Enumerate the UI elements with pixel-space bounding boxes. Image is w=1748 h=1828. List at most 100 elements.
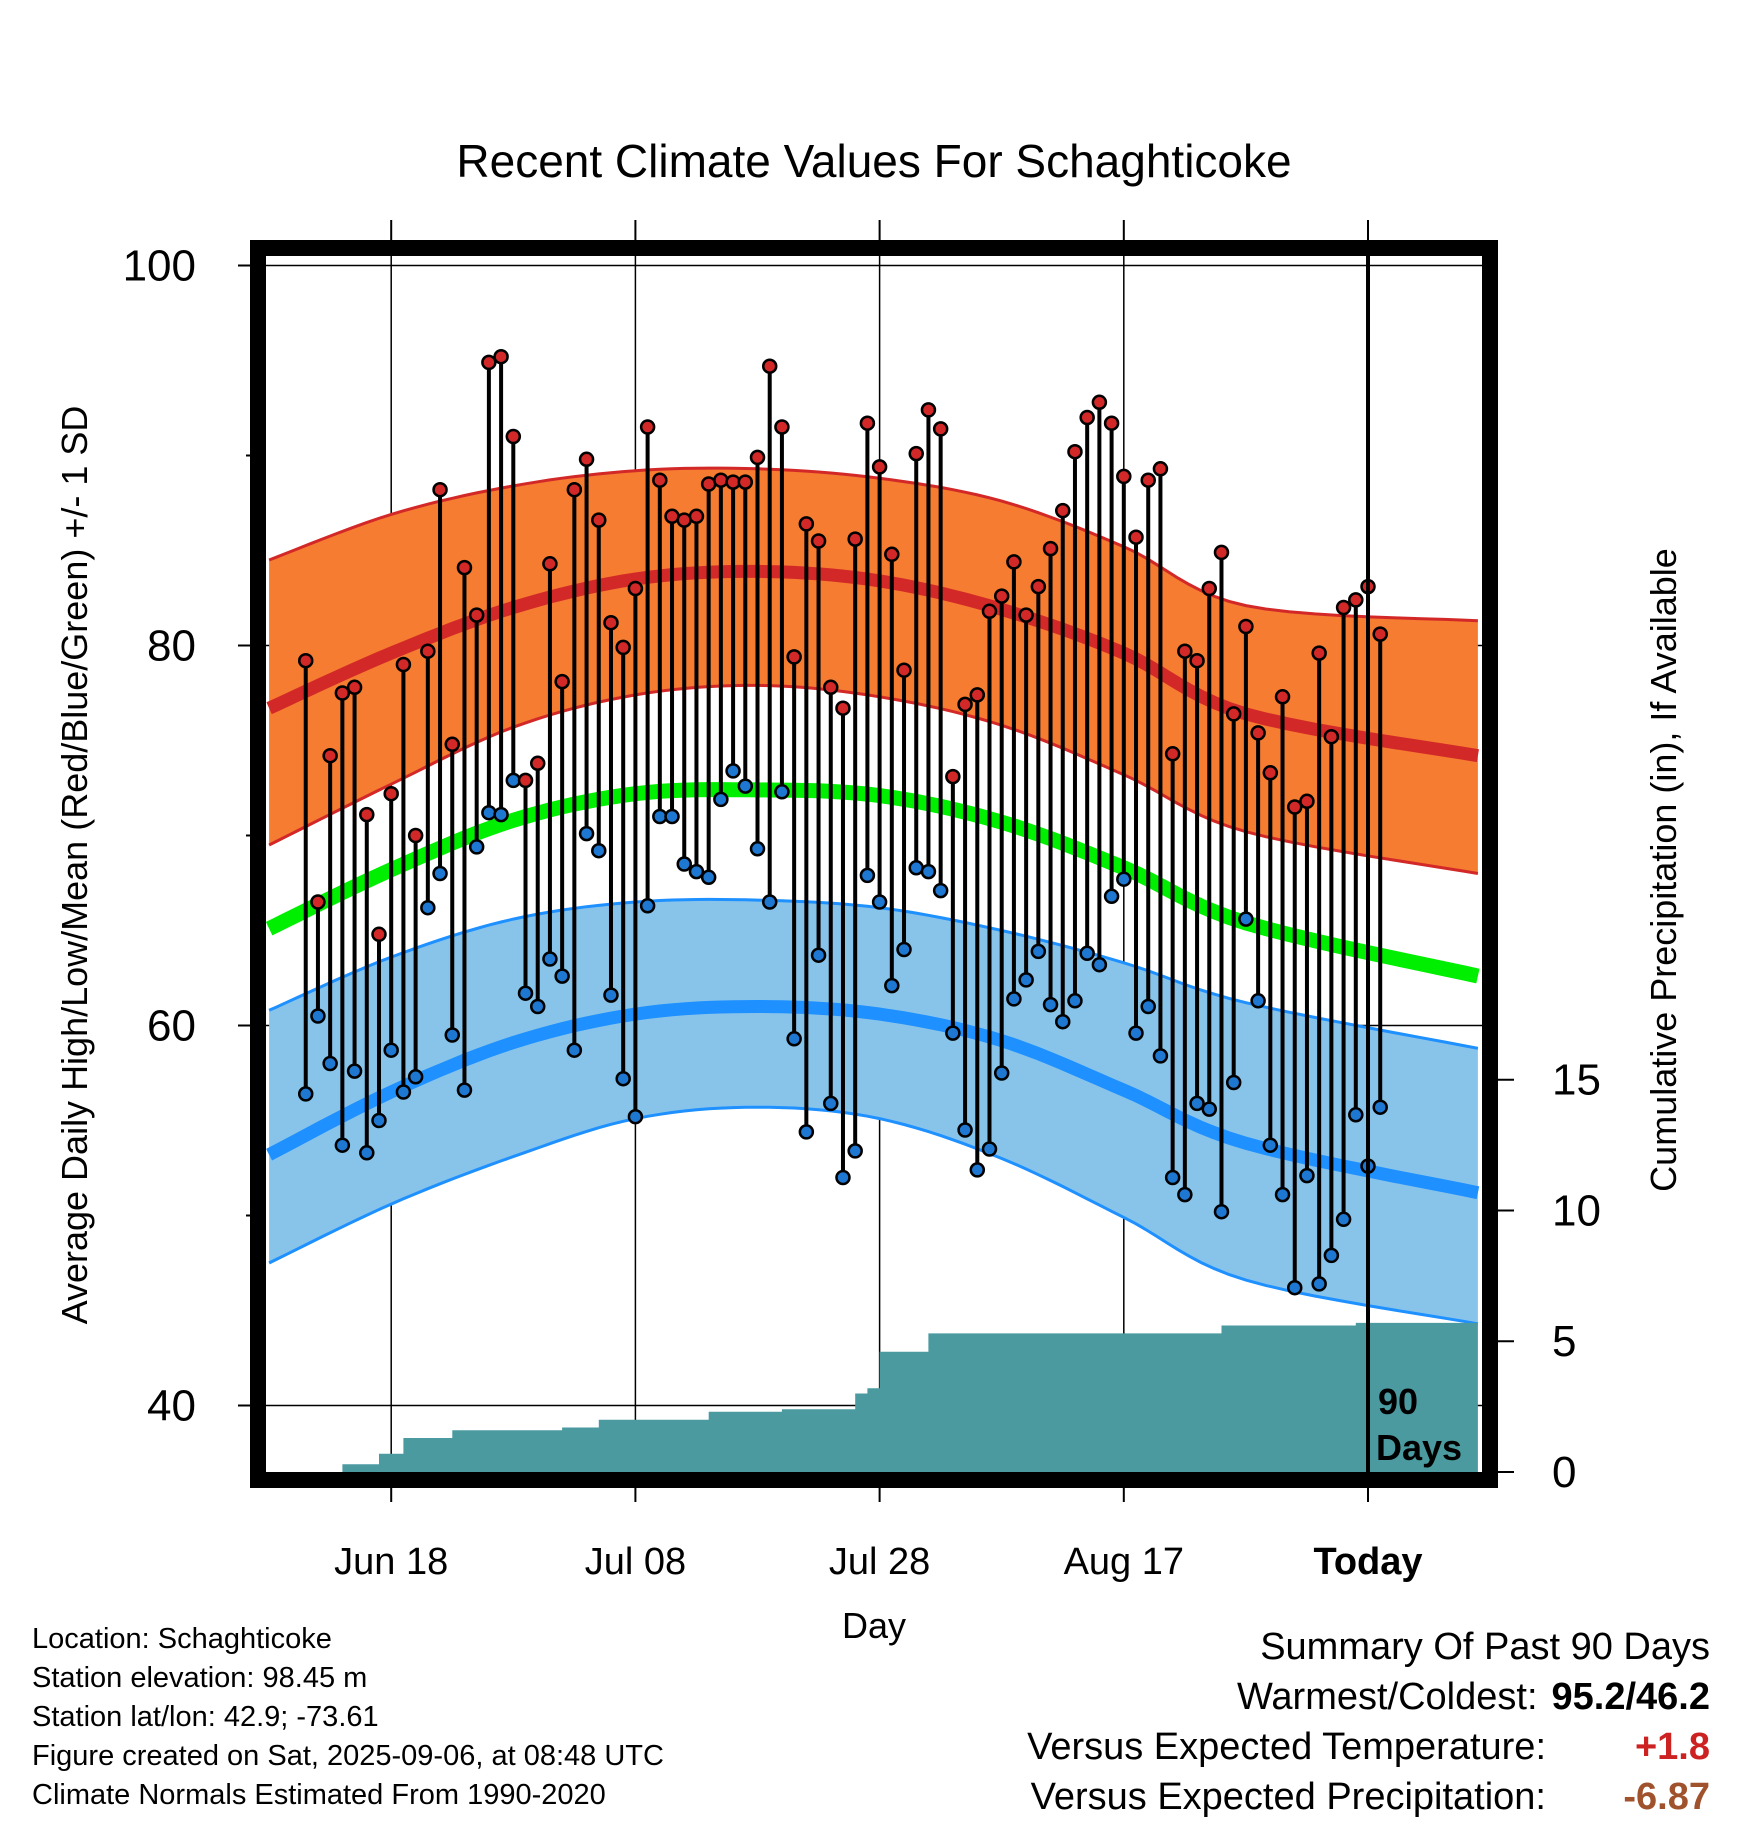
daily-high-point [554, 673, 570, 690]
daily-low-point [896, 941, 912, 958]
daily-high-point [859, 415, 876, 431]
daily-low-point [1189, 1095, 1205, 1112]
warmest-coldest-row: Warmest/Coldest: 95.2/46.2 [1027, 1672, 1710, 1722]
daily-high-point [1006, 554, 1022, 570]
daily-low-point [297, 1086, 314, 1102]
x-tick-label: Today [1313, 1541, 1422, 1583]
temp-anomaly-row: Versus Expected Temperature: +1.8 [1027, 1722, 1710, 1772]
daily-high-point [713, 472, 729, 488]
daily-low-point [542, 951, 558, 967]
daily-high-point [456, 559, 473, 576]
precip-anomaly-label: Versus Expected Precipitation: [1030, 1776, 1546, 1818]
daily-high-point [334, 685, 351, 701]
daily-low-point [1079, 945, 1095, 962]
daily-high-point [871, 459, 888, 475]
daily-low-point [700, 869, 717, 886]
daily-high-point [444, 736, 461, 753]
daily-low-point [420, 899, 436, 916]
daily-high-point [932, 421, 949, 437]
daily-high-point [1311, 645, 1327, 661]
daily-high-point [1116, 468, 1132, 485]
daily-high-point [383, 785, 399, 802]
chart-title: Recent Climate Values For Schaghticoke [456, 135, 1291, 187]
daily-high-point [1201, 580, 1218, 597]
daily-low-point [786, 1031, 802, 1047]
daily-low-point [554, 968, 570, 984]
daily-low-point [774, 784, 790, 800]
daily-low-point [1006, 991, 1022, 1007]
daily-low-point [310, 1008, 326, 1024]
daily-low-point [346, 1063, 363, 1079]
daily-high-point [1042, 540, 1059, 557]
y2-tick-label: 0 [1552, 1448, 1576, 1497]
daily-low-point [884, 977, 900, 994]
daily-high-point [1250, 725, 1266, 741]
daily-low-point [737, 778, 754, 794]
normal-low-line [266, 999, 1480, 1200]
daily-low-point [1250, 993, 1266, 1009]
location-line: Location: Schaghticoke [32, 1623, 332, 1655]
created-line: Figure created on Sat, 2025-09-06, at 08… [32, 1740, 664, 1772]
plot-frame [250, 240, 1498, 1488]
daily-high-point [1238, 618, 1254, 635]
daily-low-point [688, 863, 705, 880]
daily-high-point [297, 652, 314, 669]
daily-high-point [945, 768, 961, 785]
daily-low-point [1103, 888, 1120, 905]
daily-high-point [1274, 689, 1291, 705]
daily-low-point [371, 1112, 387, 1129]
daily-high-point [1225, 706, 1242, 722]
daily-low-point [1335, 1211, 1352, 1228]
daily-low-point [529, 998, 546, 1015]
daily-high-point [835, 700, 851, 716]
daily-high-point [761, 358, 778, 374]
daily-low-point [444, 1027, 461, 1043]
daily-low-point [823, 1095, 839, 1112]
daily-low-point [1262, 1137, 1279, 1153]
y-tick-label: 40 [147, 1382, 196, 1431]
daily-low-point [1055, 1013, 1071, 1030]
temp-anomaly-value: +1.8 [1634, 1726, 1710, 1768]
station-info: Location: Schaghticoke Station elevation… [32, 1620, 664, 1815]
daily-high-point [774, 419, 790, 435]
summary-heading: Summary Of Past 90 Days [1260, 1626, 1710, 1668]
daily-low-point [847, 1143, 863, 1159]
x-tick-label: Jul 08 [585, 1541, 686, 1583]
daily-high-point [1262, 765, 1279, 781]
daily-high-point [432, 481, 448, 498]
y-tick-label: 100 [123, 242, 196, 291]
daily-low-point [713, 791, 729, 808]
normal-low-band [269, 899, 1478, 1324]
daily-low-point [1225, 1074, 1242, 1091]
normal-high-band [269, 468, 1478, 874]
daily-low-point [810, 947, 827, 963]
x-tick-label: Jun 18 [334, 1541, 448, 1583]
daily-low-point [407, 1069, 424, 1085]
normal-high-band-upper-edge [268, 466, 1478, 623]
y2-tick-label: 15 [1552, 1056, 1601, 1105]
y-axis-left-label: Average Daily High/Low/Mean (Red/Blue/Gr… [54, 406, 95, 1325]
daily-low-point [835, 1169, 851, 1186]
daily-high-point [737, 474, 754, 490]
daily-low-point [1128, 1025, 1144, 1041]
daily-low-point [1372, 1099, 1388, 1115]
daily-high-point [591, 512, 607, 528]
precip-anomaly-value: -6.87 [1623, 1776, 1710, 1818]
daily-low-point [383, 1042, 399, 1058]
normal-low-band-lower-edge [268, 1105, 1479, 1326]
daily-low-point [1213, 1203, 1230, 1220]
daily-low-point [615, 1070, 631, 1087]
daily-high-point [1128, 529, 1144, 545]
normals-line: Climate Normals Estimated From 1990-2020 [32, 1779, 606, 1811]
daily-high-point [1103, 415, 1120, 431]
daily-high-point [847, 531, 863, 547]
daily-high-point [1177, 643, 1193, 659]
daily-high-point [493, 348, 509, 365]
precip-anomaly-row: Versus Expected Precipitation: -6.87 [1027, 1772, 1710, 1822]
daily-high-point [652, 472, 668, 488]
plot-content [263, 256, 1484, 1472]
daily-high-point [481, 354, 497, 371]
daily-high-point [420, 643, 436, 659]
daily-low-point [468, 839, 485, 855]
daily-high-point [1152, 461, 1169, 477]
